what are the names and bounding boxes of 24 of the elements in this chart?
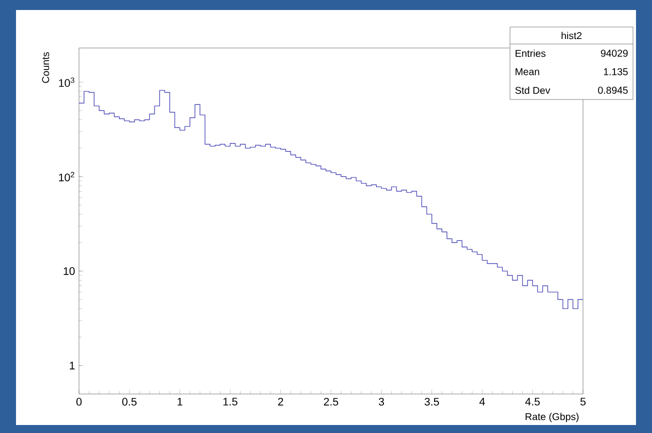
annotation: Std Dev <box>515 86 550 94</box>
text: 0.8945 <box>598 86 628 94</box>
x-tick-label: 3.5 <box>424 398 439 406</box>
y-tick-label: 10 <box>64 267 75 275</box>
x-tick-label: 4 <box>479 398 485 406</box>
x-tick-label: 1 <box>178 398 182 406</box>
x-tick-label: 4.5 <box>525 398 540 406</box>
x-tick-label: 0.5 <box>122 398 137 406</box>
annotation: Entries <box>516 50 546 57</box>
y-axis-title: Counts <box>42 52 50 83</box>
y-tick-label: 10$^{3}$ <box>59 77 74 87</box>
annotation: Mean <box>516 68 540 76</box>
y-tick-label: 1 <box>70 362 75 370</box>
x-tick-label: 5 <box>580 398 586 406</box>
x-tick-label: 2 <box>278 398 284 406</box>
text: hist2 <box>562 32 582 40</box>
x-axis-title: Rate (Gbps) <box>526 412 579 422</box>
x-tick-label: 3 <box>378 398 384 406</box>
x-tick-label: 2.5 <box>324 398 338 406</box>
text: 94029 <box>600 50 628 57</box>
text: 1.135 <box>604 68 628 76</box>
x-tick-label: 0 <box>76 398 82 406</box>
y-tick-label: 10$^{2}$ <box>59 172 74 182</box>
x-tick-label: 1.5 <box>223 398 238 406</box>
